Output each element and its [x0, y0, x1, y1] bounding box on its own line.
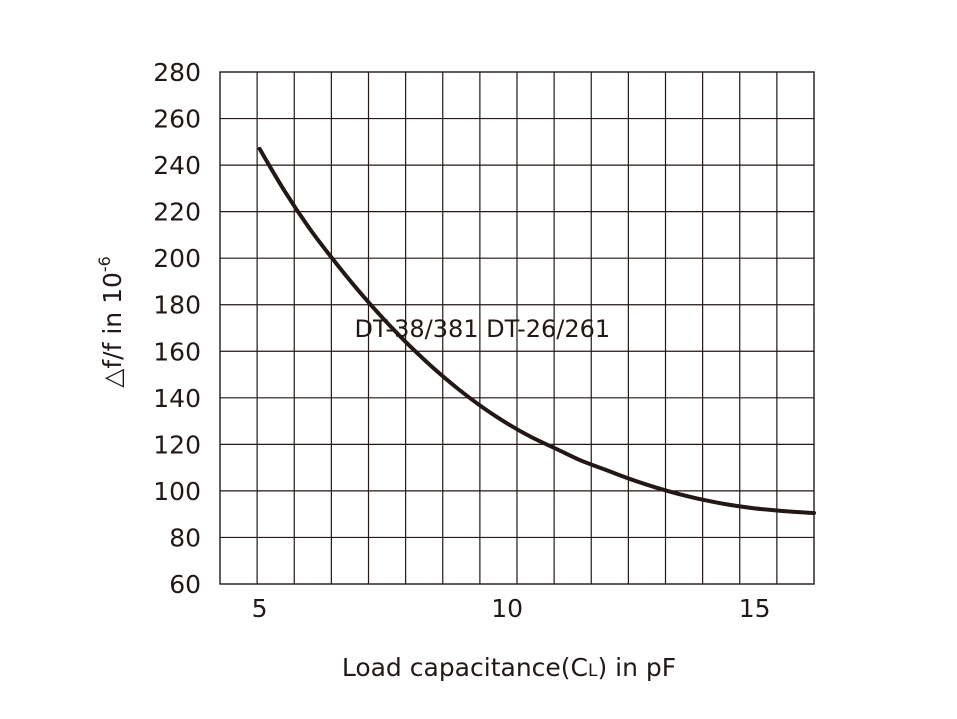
x-tick-label: 10 [491, 594, 523, 623]
x-axis-title-tail: ) in pF [597, 653, 676, 682]
y-tick-label: 260 [153, 105, 201, 134]
y-tick-label: 200 [153, 244, 201, 273]
y-tick-label: 80 [169, 523, 201, 552]
y-tick-labels: 60 80 100 120 140 160 180 200 220 240 260 280 [153, 58, 201, 599]
y-tick-label: 100 [153, 477, 201, 506]
x-axis-title-main: Load capacitance(C [342, 653, 588, 682]
x-tick-labels: 5 10 15 [252, 594, 771, 623]
y-axis-title-main: △f/f in 10 [98, 272, 127, 388]
y-tick-label: 280 [153, 58, 201, 87]
y-tick-label: 60 [169, 570, 201, 599]
y-tick-label: 120 [153, 430, 201, 459]
x-axis-title-subscript: L [588, 661, 598, 681]
plot-frame [219, 71, 815, 585]
y-tick-label: 220 [153, 198, 201, 227]
x-axis-title: Load capacitance(CL) in pF [342, 653, 676, 682]
y-tick-label: 240 [153, 151, 201, 180]
y-tick-label: 160 [153, 337, 201, 366]
y-tick-label: 140 [153, 384, 201, 413]
y-axis-title-superscript: -6 [95, 256, 114, 272]
series-annotation: DT-38/381 DT-26/261 [354, 315, 610, 343]
y-tick-label: 180 [153, 291, 201, 320]
x-tick-label: 5 [252, 594, 268, 623]
series-line [257, 146, 816, 515]
y-axis-title: △f/f in 10-6 [95, 256, 127, 388]
x-tick-label: 15 [739, 594, 771, 623]
grid [220, 72, 814, 584]
